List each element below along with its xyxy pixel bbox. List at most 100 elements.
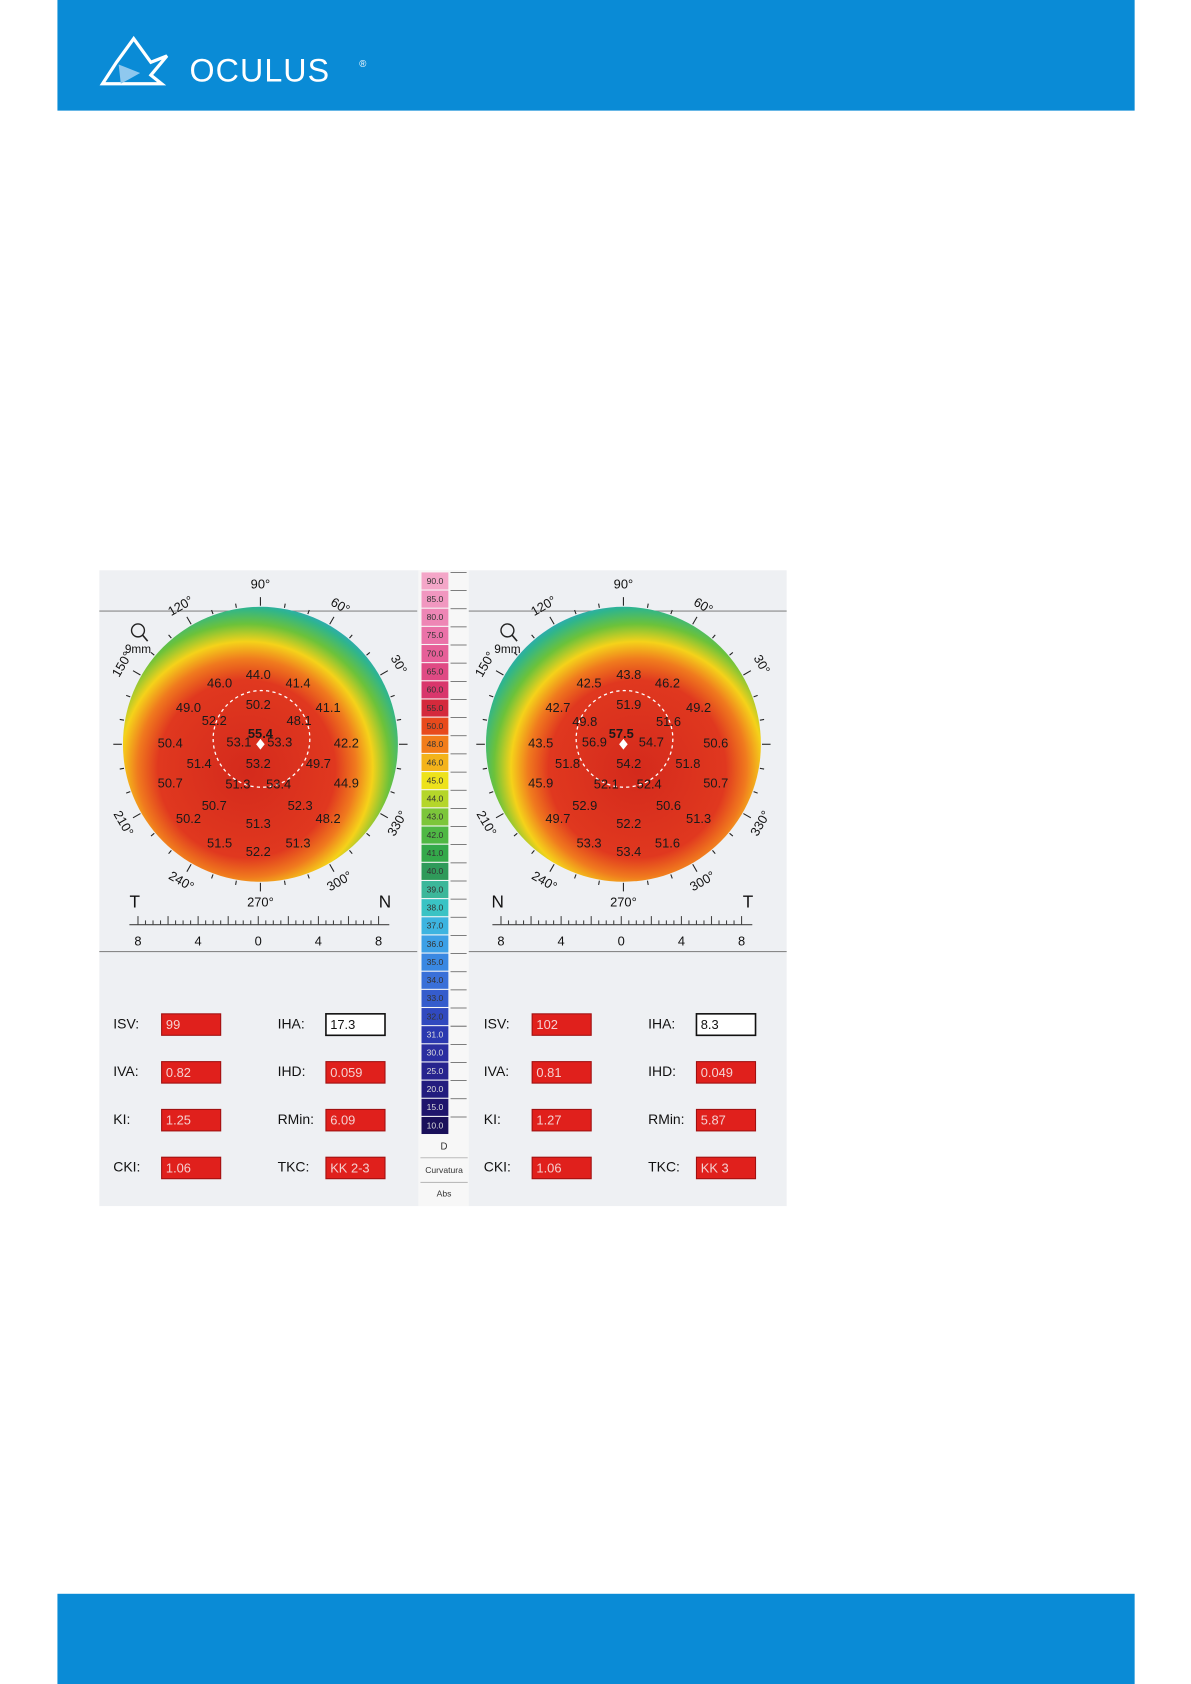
angle-tick (307, 874, 310, 879)
zoom-icon (141, 634, 149, 642)
map-value: 50.7 (202, 798, 227, 813)
map-value: 51.3 (246, 816, 271, 831)
map-value: 41.4 (285, 676, 310, 691)
side-label: N (492, 892, 504, 912)
angle-tick (366, 832, 371, 837)
ruler-label: 0 (255, 933, 262, 948)
angle-tick (743, 670, 752, 676)
zoom-icon (500, 623, 515, 638)
scale-label: 30.0 (427, 1048, 444, 1058)
angle-tick (150, 832, 155, 837)
angle-tick (670, 874, 673, 879)
scale-label: 33.0 (427, 993, 444, 1003)
index-box (531, 1108, 592, 1132)
index-label: RMin: (648, 1111, 684, 1127)
map-value: 50.4 (158, 736, 183, 751)
figure: 90.0 85.0 80.0 75.0 70.0 65.0 60.0 55.0 50.0 48.0… (99, 570, 787, 1207)
angle-tick (132, 813, 141, 819)
angle-tick (729, 652, 734, 656)
angle-tick (211, 609, 214, 615)
map-value: 54.2 (616, 756, 641, 771)
apex-marker (619, 738, 628, 750)
angle-tick (574, 874, 577, 879)
map-value: 51.8 (555, 756, 580, 771)
map-value: 55.4 (248, 726, 274, 741)
angle-tick (186, 863, 192, 872)
scale-mode: Curvatura (425, 1165, 463, 1175)
map-value: 49.0 (176, 700, 201, 715)
angle-tick (743, 813, 752, 819)
index-label: ISV: (484, 1015, 510, 1031)
index-label: CKI: (484, 1159, 511, 1175)
ruler-label: 4 (315, 933, 322, 948)
side-label: T (743, 892, 754, 912)
index-box (161, 1013, 222, 1036)
scale-swatch (421, 826, 449, 844)
index-value: 8.3 (701, 1017, 719, 1032)
index-value: 1.25 (166, 1113, 191, 1128)
angle-tick (482, 718, 488, 721)
scale-swatch (421, 772, 449, 790)
angle-tick (692, 616, 698, 625)
angle-tick (396, 767, 402, 770)
index-value: 99 (166, 1017, 180, 1032)
angle-tick (186, 616, 192, 625)
angle-tick (759, 718, 765, 721)
map-value: 49.7 (306, 756, 331, 771)
map-value: 46.0 (207, 676, 232, 691)
scale-swatch (421, 971, 449, 989)
angle-tick (646, 880, 649, 886)
index-value: KK 3 (701, 1160, 729, 1175)
scale-label: 65.0 (427, 667, 444, 677)
map-value: 48.1 (287, 713, 312, 728)
map-value: 42.5 (577, 676, 602, 691)
angle-tick (168, 634, 172, 639)
index-value: 0.81 (536, 1065, 561, 1080)
map-value: 53.4 (266, 776, 291, 791)
map-value: 57.5 (609, 726, 634, 741)
index-box (325, 1061, 386, 1084)
scale-swatch (421, 699, 449, 717)
map-value: 49.2 (686, 700, 711, 715)
angle-label: 270° (247, 895, 274, 910)
index-box (531, 1061, 592, 1084)
index-value: 5.87 (701, 1113, 726, 1128)
angle-tick (574, 609, 577, 615)
angle-tick (729, 832, 734, 837)
logo-text: OCULUS (190, 53, 331, 89)
scale-swatch (421, 862, 449, 880)
angle-tick (329, 863, 335, 872)
pupil-circle (212, 689, 311, 788)
scale-swatch (421, 808, 449, 826)
index-box (695, 1061, 757, 1084)
scale-swatch (421, 1098, 449, 1116)
map-value: 52.9 (572, 798, 597, 813)
scale-label: 85.0 (427, 594, 444, 604)
scale-swatch (421, 681, 449, 699)
angle-tick (390, 791, 395, 794)
header-bar (57, 0, 1135, 111)
index-value: KK 2-3 (330, 1160, 369, 1175)
scale-swatch (421, 753, 449, 772)
angle-tick (513, 652, 518, 656)
logo: OCULUS ® (99, 35, 366, 89)
angle-tick (692, 863, 698, 872)
angle-tick (349, 850, 353, 855)
index-box (161, 1061, 222, 1084)
angle-tick (531, 634, 535, 639)
scale-swatch (421, 608, 449, 626)
index-box (531, 1013, 592, 1036)
angle-tick (211, 874, 214, 879)
angle-tick (489, 791, 494, 794)
ruler-label: 4 (558, 933, 565, 948)
scale-swatch (421, 645, 449, 663)
scale-swatch (421, 626, 449, 644)
map-value: 51.4 (187, 756, 212, 771)
scale-label: 90.0 (427, 576, 444, 586)
angle-tick (712, 850, 716, 855)
map-value: 52.2 (616, 816, 641, 831)
angle-tick (489, 694, 494, 698)
scale-swatch (421, 790, 449, 808)
scale-swatch (421, 1044, 449, 1062)
